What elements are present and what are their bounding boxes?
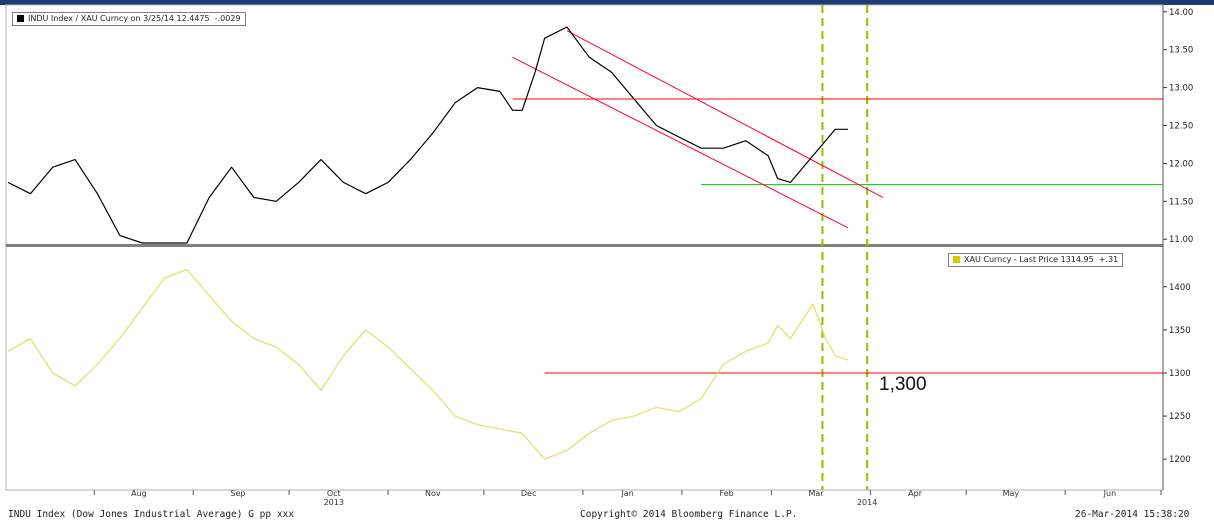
x-tick-label: Feb (720, 489, 734, 498)
top-legend-change: -.0029 (214, 14, 241, 23)
x-tick-label: Apr (908, 489, 923, 498)
ratio-series-line (7, 26, 848, 244)
y-tick-label: 1300 (1169, 369, 1191, 379)
x-tick-label: Oct (327, 489, 341, 498)
gold-series-line (7, 268, 849, 460)
legend-swatch-icon (17, 15, 24, 22)
bottom-legend-label: XAU Curncy - Last Price (964, 255, 1059, 264)
y-tick-label: 11.00 (1169, 235, 1193, 245)
y-tick-label: 14.00 (1169, 8, 1193, 18)
y-tick-label: 1400 (1169, 283, 1191, 293)
x-tick-label: Aug (131, 489, 147, 498)
y-tick-label: 13.00 (1169, 84, 1193, 94)
x-tick-label: Sep (230, 489, 245, 498)
plot-frame (5, 4, 1164, 491)
x-year-label: 2013 (324, 498, 344, 507)
bottom-legend-change: +.31 (1098, 255, 1119, 264)
y-tick-label: 12.00 (1169, 159, 1193, 169)
header-bar (0, 0, 1214, 5)
y-tick-label: 1250 (1169, 412, 1191, 422)
x-tick-label: Dec (521, 489, 536, 498)
channel-line (566, 30, 884, 198)
x-tick-label: Mar (809, 489, 825, 498)
top-legend: INDU Index / XAU Curncy on 3/25/14 12.44… (12, 12, 246, 26)
x-tick-label: Nov (425, 489, 441, 498)
top-legend-label: INDU Index / XAU Curncy on 3/25/14 (28, 14, 174, 23)
level-annotation: 1,300 (879, 374, 927, 395)
footer-left: INDU Index (Dow Jones Industrial Average… (8, 509, 294, 520)
x-tick-label: Jun (1103, 489, 1117, 498)
y-tick-label: 1350 (1169, 326, 1191, 336)
footer-center: Copyright© 2014 Bloomberg Finance L.P. (580, 509, 798, 520)
x-tick-label: May (1003, 489, 1020, 498)
y-tick-label: 11.50 (1169, 197, 1193, 207)
legend-swatch-icon (953, 256, 960, 263)
x-year-label: 2014 (857, 498, 877, 507)
footer-right: 26-Mar-2014 15:38:20 (1075, 509, 1190, 520)
y-tick-label: 1200 (1169, 455, 1191, 465)
bottom-legend-value: 1314.95 (1060, 255, 1094, 264)
channel-line (512, 56, 849, 229)
y-tick-label: 13.50 (1169, 46, 1193, 56)
x-tick-label: Jan (620, 489, 633, 498)
top-legend-value: 12.4475 (176, 14, 210, 23)
bottom-legend: XAU Curncy - Last Price 1314.95 +.31 (948, 253, 1124, 267)
y-tick-label: 12.50 (1169, 122, 1193, 132)
